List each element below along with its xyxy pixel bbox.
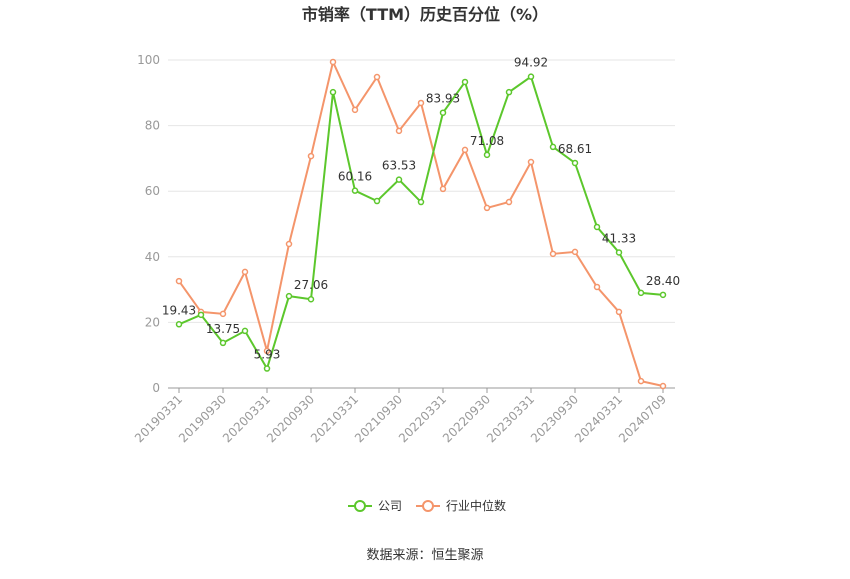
point [439, 185, 447, 193]
point [593, 223, 601, 231]
y-tick-label: 20 [145, 315, 160, 329]
x-tick-label: 20240709 [616, 392, 669, 445]
point [461, 78, 469, 86]
point [527, 73, 535, 80]
point [241, 327, 249, 335]
y-tick-label: 100 [137, 53, 160, 67]
point [351, 106, 359, 114]
point [263, 365, 271, 372]
data-label: 68.61 [558, 142, 592, 156]
point [571, 248, 579, 256]
y-tick-label: 40 [145, 250, 160, 264]
series-line [178, 58, 664, 388]
point [307, 152, 315, 160]
point [351, 187, 359, 194]
point [175, 277, 183, 285]
point [593, 283, 601, 291]
point [615, 308, 623, 316]
data-label: 63.53 [382, 159, 416, 173]
point [285, 292, 293, 300]
data-label: 71.08 [470, 134, 504, 148]
data-label: 27.06 [294, 278, 328, 292]
point [307, 295, 315, 303]
legend-marker [354, 500, 366, 512]
point [637, 377, 645, 385]
data-label: 94.92 [514, 56, 548, 70]
legend-label: 行业中位数 [446, 498, 506, 513]
point [197, 311, 205, 319]
legend-marker [422, 500, 434, 512]
point [659, 382, 667, 390]
point [483, 204, 491, 212]
point [219, 339, 227, 347]
point [549, 143, 557, 151]
data-label: 5.93 [254, 348, 281, 362]
data-label: 28.40 [646, 274, 680, 288]
y-tick-label: 80 [145, 119, 160, 133]
point [527, 158, 535, 166]
point [417, 198, 425, 206]
data-label: 13.75 [206, 322, 240, 336]
point [571, 159, 579, 167]
data-label: 41.33 [602, 231, 636, 245]
y-tick-label: 60 [145, 184, 160, 198]
point [373, 197, 381, 205]
point [175, 321, 183, 328]
point [417, 99, 425, 107]
point [461, 146, 469, 154]
series-line [178, 75, 664, 372]
data-label: 60.16 [338, 170, 372, 184]
chart-title: 市销率（TTM）历史百分位（%） [302, 5, 548, 24]
point [219, 310, 227, 318]
point [637, 289, 645, 297]
y-tick-label: 0 [152, 381, 160, 395]
data-label: 83.93 [426, 92, 460, 106]
source: 数据来源：恒生聚源 [366, 548, 483, 563]
data-label: 19.43 [162, 303, 196, 317]
point [395, 176, 403, 183]
point [439, 109, 447, 116]
point [373, 73, 381, 81]
point [263, 347, 271, 355]
point [241, 268, 249, 276]
point [505, 88, 513, 96]
point [505, 198, 513, 206]
point [549, 250, 557, 258]
point [615, 249, 623, 256]
point [329, 88, 337, 96]
point [395, 127, 403, 135]
point [483, 151, 491, 159]
legend-label: 公司 [378, 499, 402, 513]
point [329, 58, 337, 66]
point [659, 291, 667, 299]
point [285, 240, 293, 248]
